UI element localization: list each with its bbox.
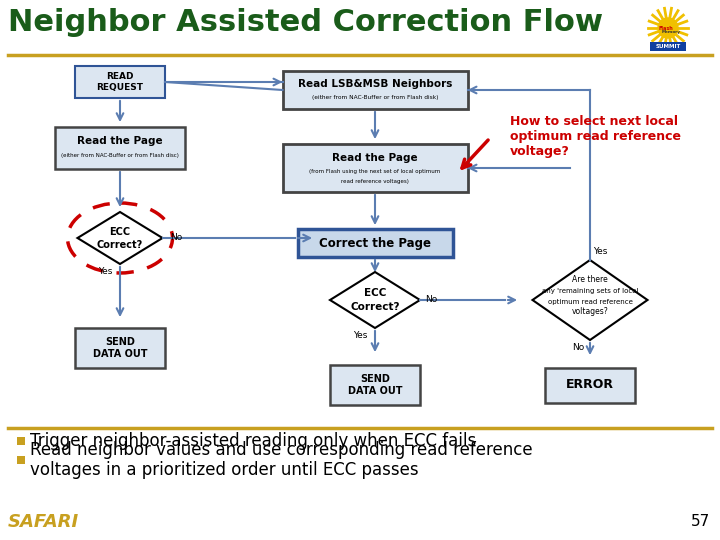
Text: Correct?: Correct? xyxy=(350,302,400,312)
Text: How to select next local
optimum read reference
voltage?: How to select next local optimum read re… xyxy=(510,115,681,158)
Text: SUMMIT: SUMMIT xyxy=(655,44,680,49)
Bar xyxy=(545,368,635,402)
Bar xyxy=(75,66,165,98)
Bar xyxy=(17,456,25,464)
Text: ERROR: ERROR xyxy=(566,379,614,392)
Text: No: No xyxy=(425,295,437,305)
Text: Read the Page: Read the Page xyxy=(332,153,418,163)
Text: SEND
DATA OUT: SEND DATA OUT xyxy=(93,337,148,359)
Text: SEND
DATA OUT: SEND DATA OUT xyxy=(348,374,402,396)
Text: any 'remaining sets of local: any 'remaining sets of local xyxy=(541,288,638,294)
Bar xyxy=(17,437,25,445)
Polygon shape xyxy=(78,212,163,264)
Bar xyxy=(55,127,185,169)
Bar xyxy=(330,365,420,405)
Text: Yes: Yes xyxy=(98,267,112,276)
Text: 57: 57 xyxy=(690,515,710,530)
Polygon shape xyxy=(330,272,420,328)
Bar xyxy=(75,328,165,368)
Text: No: No xyxy=(572,343,584,353)
Bar xyxy=(650,42,686,51)
Text: voltages?: voltages? xyxy=(572,307,608,316)
Polygon shape xyxy=(533,260,647,340)
Text: Flash: Flash xyxy=(659,25,673,30)
Text: Read the Page: Read the Page xyxy=(77,136,163,146)
Text: Memory: Memory xyxy=(662,30,680,33)
Text: Are there: Are there xyxy=(572,275,608,285)
Text: ECC: ECC xyxy=(364,288,386,298)
Text: Correct?: Correct? xyxy=(97,240,143,250)
Bar xyxy=(297,229,452,257)
Circle shape xyxy=(658,18,678,38)
Text: (from Flash using the next set of local optimum: (from Flash using the next set of local … xyxy=(310,168,441,173)
Text: Correct the Page: Correct the Page xyxy=(319,237,431,249)
Bar xyxy=(282,71,467,109)
Text: Read LSB&MSB Neighbors: Read LSB&MSB Neighbors xyxy=(298,79,452,89)
Text: (either from NAC-Buffer or from Flash disk): (either from NAC-Buffer or from Flash di… xyxy=(312,96,438,100)
Bar xyxy=(282,144,467,192)
Text: READ
REQUEST: READ REQUEST xyxy=(96,72,143,92)
Text: Yes: Yes xyxy=(593,247,607,256)
Text: read reference voltages): read reference voltages) xyxy=(341,179,409,184)
Text: Neighbor Assisted Correction Flow: Neighbor Assisted Correction Flow xyxy=(8,8,603,37)
Text: ECC: ECC xyxy=(109,227,130,237)
Text: SAFARI: SAFARI xyxy=(8,513,79,531)
Text: (either from NAC-Buffer or from Flash disc): (either from NAC-Buffer or from Flash di… xyxy=(61,153,179,159)
Text: No: No xyxy=(171,233,183,242)
Text: optimum read reference: optimum read reference xyxy=(548,299,632,305)
Text: Trigger neighbor-assisted reading only when ECC fails: Trigger neighbor-assisted reading only w… xyxy=(30,432,476,450)
Text: Read neighbor values and use corresponding read reference
voltages in a prioriti: Read neighbor values and use correspondi… xyxy=(30,441,533,480)
Text: Yes: Yes xyxy=(353,332,367,341)
